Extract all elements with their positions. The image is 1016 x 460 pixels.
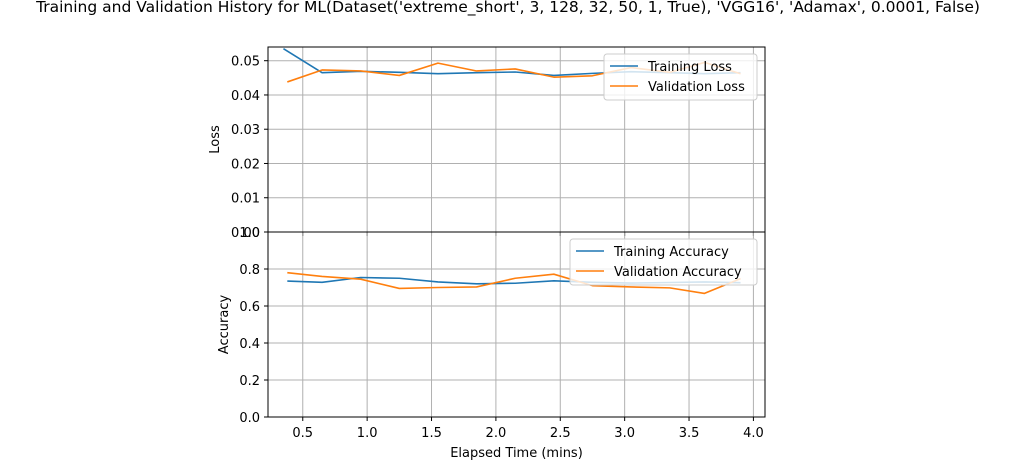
legend-label-training: Training Loss <box>647 60 732 75</box>
x-tick-label: 1.0 <box>357 426 378 441</box>
legend-label-training: Training Accuracy <box>613 245 729 260</box>
y-tick-label: 0.4 <box>239 337 260 352</box>
x-tick-label: 3.5 <box>679 426 700 441</box>
axes-panel-accuracy: 0.0 0.2 0.4 0.6 0.8 1.0 0.5 1.0 1.5 2.0 2.5 3.0 3.5 4… <box>217 226 766 460</box>
legend-label-validation: Validation Loss <box>648 80 745 95</box>
axes-frame <box>267 231 766 418</box>
y-tick-label: 0.03 <box>231 123 260 138</box>
y-tick-label: 0.8 <box>239 263 260 278</box>
x-tick-label: 2.0 <box>486 426 507 441</box>
y-tick-label: 0.01 <box>231 192 260 207</box>
y-axis-label: Loss <box>208 125 223 154</box>
y-tick-label: 0.02 <box>231 157 260 172</box>
y-tick-label: 1.0 <box>239 226 260 241</box>
x-axis-label: Elapsed Time (mins) <box>450 446 583 460</box>
y-tick-label: 0.00 <box>231 226 260 241</box>
legend-box <box>603 53 758 101</box>
legend: Training Accuracy Validation Accuracy <box>569 238 758 286</box>
plots-group: 0.00 0.01 0.02 0.03 0.04 0.05 Loss Training Los… <box>208 46 766 460</box>
legend-box <box>569 238 758 286</box>
chart-title: Training and Validation History for ML(D… <box>35 0 980 17</box>
y-axis-label: Accuracy <box>217 295 232 355</box>
y-tick-label: 0.05 <box>231 55 260 70</box>
y-tick-label: 0.2 <box>239 374 260 389</box>
x-tick-label: 1.5 <box>421 426 442 441</box>
x-tick-label: 2.5 <box>550 426 571 441</box>
x-tick-label: 4.0 <box>743 426 764 441</box>
x-tick-label: 3.0 <box>614 426 635 441</box>
series-line-validation <box>287 271 741 295</box>
legend-label-validation: Validation Accuracy <box>614 265 742 280</box>
legend: Training Loss Validation Loss <box>603 53 758 101</box>
y-tick-label: 0.6 <box>239 300 260 315</box>
y-tick-label: 0.04 <box>231 89 260 104</box>
y-tick-label: 0.0 <box>239 411 260 426</box>
x-tick-label: 0.5 <box>292 426 313 441</box>
